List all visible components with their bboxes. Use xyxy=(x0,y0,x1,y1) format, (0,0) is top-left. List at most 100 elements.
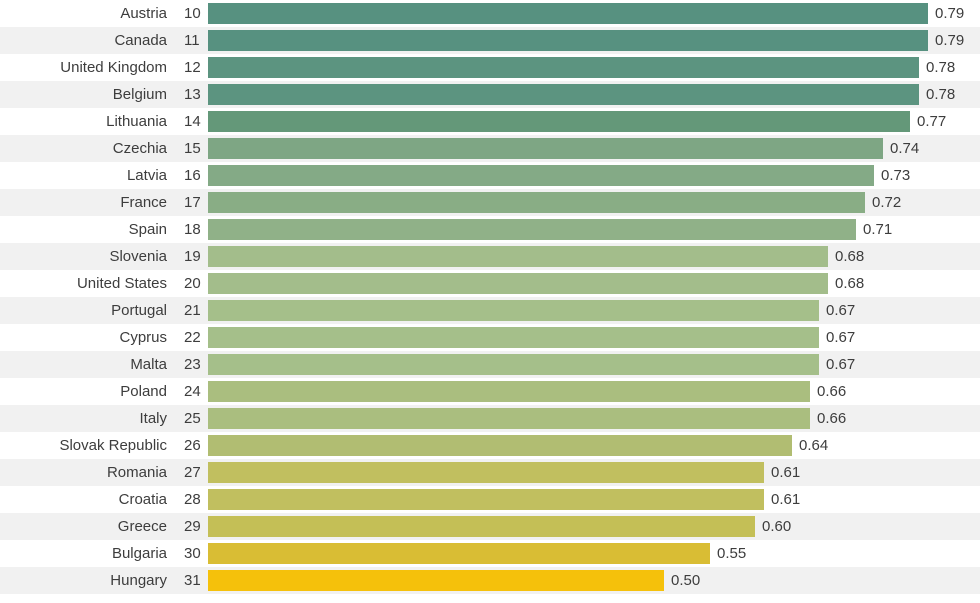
bar[interactable] xyxy=(208,327,819,348)
country-label: Malta xyxy=(130,356,167,373)
bottom-filler xyxy=(0,594,980,603)
rank-label: 13 xyxy=(184,86,201,103)
rank-label: 25 xyxy=(184,410,201,427)
chart-row: Croatia 28 0.61 xyxy=(0,486,980,513)
country-label: Hungary xyxy=(110,572,167,589)
rank-label: 15 xyxy=(184,140,201,157)
value-label: 0.50 xyxy=(671,572,701,589)
bar[interactable] xyxy=(208,165,874,186)
bar[interactable] xyxy=(208,30,928,51)
bar[interactable] xyxy=(208,408,810,429)
country-label: United States xyxy=(76,275,167,292)
rank-label: 31 xyxy=(184,572,201,589)
bar-area: 0.66 xyxy=(208,405,980,432)
rank-label: 10 xyxy=(184,5,201,22)
rank-label: 17 xyxy=(184,194,201,211)
country-label: Czechia xyxy=(112,140,167,157)
country-label: Slovenia xyxy=(109,248,167,265)
rank-label: 21 xyxy=(184,302,201,319)
country-label: United Kingdom xyxy=(60,59,167,76)
bar[interactable] xyxy=(208,273,828,294)
value-label: 0.64 xyxy=(799,437,829,454)
bar-area: 0.67 xyxy=(208,324,980,351)
bar-area: 0.77 xyxy=(208,108,980,135)
rank-label: 12 xyxy=(184,59,201,76)
country-label: Bulgaria xyxy=(111,545,167,562)
value-label: 0.77 xyxy=(917,113,947,130)
chart-row: Cyprus 22 0.67 xyxy=(0,324,980,351)
rank-label: 28 xyxy=(184,491,201,508)
rank-label: 27 xyxy=(184,464,201,481)
country-label: Slovak Republic xyxy=(59,437,167,454)
chart-row: France 17 0.72 xyxy=(0,189,980,216)
bar[interactable] xyxy=(208,489,764,510)
rank-label: 11 xyxy=(184,32,200,49)
country-label: Spain xyxy=(128,221,167,238)
bar[interactable] xyxy=(208,57,919,78)
value-label: 0.67 xyxy=(826,329,856,346)
country-label: Poland xyxy=(120,383,167,400)
chart-row: Portugal 21 0.67 xyxy=(0,297,980,324)
chart-row: Spain 18 0.71 xyxy=(0,216,980,243)
bar[interactable] xyxy=(208,192,865,213)
rank-label: 24 xyxy=(184,383,201,400)
chart-row: Poland 24 0.66 xyxy=(0,378,980,405)
chart-row: Canada 11 0.79 xyxy=(0,27,980,54)
chart-row: Lithuania 14 0.77 xyxy=(0,108,980,135)
bar-area: 0.66 xyxy=(208,378,980,405)
value-label: 0.78 xyxy=(926,86,956,103)
bar-area: 0.67 xyxy=(208,351,980,378)
rank-label: 22 xyxy=(184,329,201,346)
bar-area: 0.78 xyxy=(208,54,980,81)
bar[interactable] xyxy=(208,462,764,483)
bar-area: 0.68 xyxy=(208,270,980,297)
bar[interactable] xyxy=(208,84,919,105)
value-label: 0.79 xyxy=(935,32,965,49)
bar-area: 0.71 xyxy=(208,216,980,243)
chart-row: Hungary 31 0.50 xyxy=(0,567,980,594)
country-label: Latvia xyxy=(126,167,167,184)
rank-label: 20 xyxy=(184,275,201,292)
value-label: 0.66 xyxy=(817,383,847,400)
value-label: 0.78 xyxy=(926,59,956,76)
bar[interactable] xyxy=(208,516,755,537)
bar-area: 0.68 xyxy=(208,243,980,270)
bar[interactable] xyxy=(208,300,819,321)
bar-area: 0.78 xyxy=(208,81,980,108)
bar[interactable] xyxy=(208,246,828,267)
bar-area: 0.74 xyxy=(208,135,980,162)
bar-area: 0.61 xyxy=(208,459,980,486)
bar-area: 0.72 xyxy=(208,189,980,216)
bar[interactable] xyxy=(208,3,928,24)
value-label: 0.60 xyxy=(762,518,792,535)
bar-area: 0.67 xyxy=(208,297,980,324)
bar[interactable] xyxy=(208,111,910,132)
chart-row: Latvia 16 0.73 xyxy=(0,162,980,189)
value-label: 0.68 xyxy=(835,275,865,292)
bar[interactable] xyxy=(208,435,792,456)
rank-label: 23 xyxy=(184,356,201,373)
bar[interactable] xyxy=(208,381,810,402)
value-label: 0.66 xyxy=(817,410,847,427)
value-label: 0.61 xyxy=(771,491,801,508)
bar-area: 0.64 xyxy=(208,432,980,459)
chart-row: Czechia 15 0.74 xyxy=(0,135,980,162)
chart-row: Slovenia 19 0.68 xyxy=(0,243,980,270)
value-label: 0.55 xyxy=(717,545,747,562)
rank-label: 26 xyxy=(184,437,201,454)
bar-area: 0.79 xyxy=(208,0,980,27)
bar[interactable] xyxy=(208,570,664,591)
rank-label: 16 xyxy=(184,167,201,184)
bar[interactable] xyxy=(208,543,710,564)
bar[interactable] xyxy=(208,138,883,159)
country-label: Cyprus xyxy=(119,329,167,346)
value-label: 0.73 xyxy=(881,167,911,184)
country-label: France xyxy=(120,194,167,211)
chart-row: Slovak Republic 26 0.64 xyxy=(0,432,980,459)
country-label: Greece xyxy=(117,518,167,535)
country-label: Italy xyxy=(139,410,167,427)
country-label: Belgium xyxy=(112,86,167,103)
bar[interactable] xyxy=(208,354,819,375)
bar[interactable] xyxy=(208,219,856,240)
